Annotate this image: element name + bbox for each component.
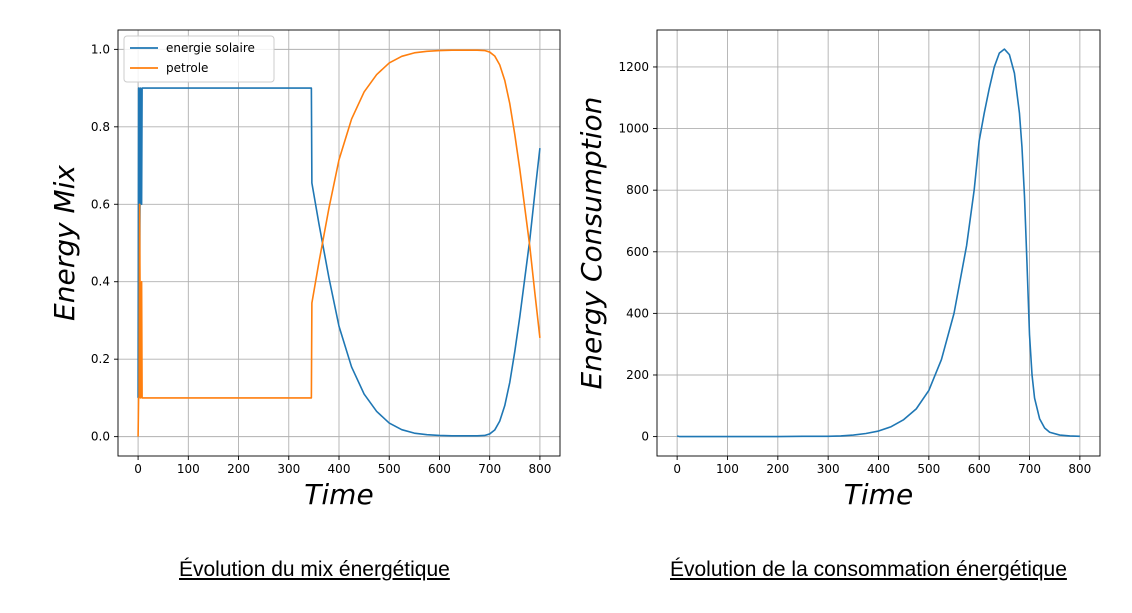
x-tick-label: 100 xyxy=(716,462,739,476)
series-line-consumption xyxy=(676,48,1080,438)
y-tick-label: 400 xyxy=(626,306,649,320)
x-tick-label: 400 xyxy=(867,462,890,476)
x-tick-label: 800 xyxy=(1068,462,1091,476)
energy-mix-chart: 0 100 200 300 400 500 600 700 800 0.0 0.2 0.4 0.6 0.8… xyxy=(48,29,561,511)
x-tick-label: 500 xyxy=(378,462,401,476)
x-tick-label: 200 xyxy=(766,462,789,476)
x-tick-label: 200 xyxy=(227,462,250,476)
y-tick-label: 1.0 xyxy=(91,42,110,56)
x-tick-label: 100 xyxy=(177,462,200,476)
y-tick-label: 0.8 xyxy=(91,120,110,134)
legend: energie solaire petrole xyxy=(123,35,275,83)
legend-label: energie solaire xyxy=(166,41,255,55)
y-tick-label: 1000 xyxy=(618,122,649,136)
legend-label: petrole xyxy=(166,61,208,75)
x-tick-label: 300 xyxy=(277,462,300,476)
y-tick-label: 0.2 xyxy=(91,352,110,366)
energy-consumption-caption: Évolution de la consommation énergétique xyxy=(670,558,1067,581)
x-tick-label: 700 xyxy=(478,462,501,476)
energy-mix-caption: Évolution du mix énergétique xyxy=(179,558,450,581)
series-line-energie-solaire xyxy=(137,87,541,437)
x-tick-label: 300 xyxy=(817,462,840,476)
y-tick-label: 800 xyxy=(626,183,649,197)
y-tick-label: 0.0 xyxy=(91,430,110,444)
x-tick-label: 700 xyxy=(1018,462,1041,476)
x-axis-label: Time xyxy=(304,478,373,511)
y-tick-label: 0 xyxy=(641,430,649,444)
y-axis-label: Energy Mix xyxy=(48,165,81,321)
y-axis-label: Energy Consumption xyxy=(575,97,608,390)
x-tick-label: 0 xyxy=(134,462,142,476)
x-tick-label: 500 xyxy=(917,462,940,476)
grid xyxy=(118,30,560,456)
y-tick-label: 0.4 xyxy=(91,275,110,289)
y-tick-label: 600 xyxy=(626,245,649,259)
x-tick-label: 0 xyxy=(673,462,681,476)
energy-consumption-chart: 0 100 200 300 400 500 600 700 800 0 200 400 600 800 10… xyxy=(575,29,1101,511)
x-axis-label: Time xyxy=(844,478,913,511)
x-tick-label: 400 xyxy=(328,462,351,476)
x-tick-label: 600 xyxy=(968,462,991,476)
x-tick-label: 600 xyxy=(428,462,451,476)
legend-box xyxy=(123,35,275,83)
y-tick-label: 200 xyxy=(626,368,649,382)
series-line-petrole xyxy=(137,49,541,437)
y-tick-label: 1200 xyxy=(618,60,649,74)
x-tick-label: 800 xyxy=(528,462,551,476)
y-tick-label: 0.6 xyxy=(91,197,110,211)
